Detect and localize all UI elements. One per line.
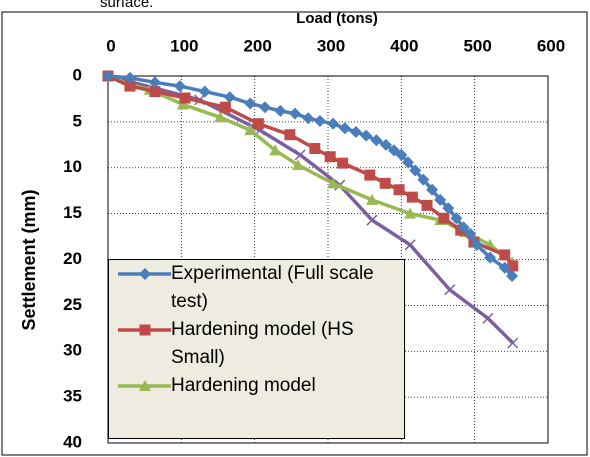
marker <box>506 270 519 283</box>
marker <box>313 114 326 127</box>
marker <box>337 157 349 169</box>
marker <box>244 124 257 136</box>
marker <box>482 312 494 324</box>
marker <box>395 148 408 161</box>
marker <box>244 97 257 110</box>
x-tick-label: 500 <box>463 36 491 55</box>
caption: surface. <box>100 0 153 11</box>
legend-entry: Experimental (Full scale test) <box>109 260 404 316</box>
y-tick-label: 25 <box>63 295 82 314</box>
marker <box>379 138 392 151</box>
x-tick-label: 200 <box>243 36 271 55</box>
marker <box>149 86 161 98</box>
marker <box>289 107 301 120</box>
legend: Experimental (Full scale test) Hardening … <box>108 259 405 439</box>
marker <box>139 324 151 336</box>
marker <box>327 117 340 130</box>
chart-border <box>1 11 588 456</box>
marker <box>366 214 378 226</box>
x-tick-label: 600 <box>537 36 565 55</box>
legend-entry: Hardening model (HS Small) <box>109 316 404 372</box>
marker <box>214 111 227 123</box>
y-tick-label: 20 <box>63 249 82 268</box>
marker <box>364 169 376 181</box>
legend-label: Experimental (Full scale test) <box>171 263 374 312</box>
marker <box>124 80 136 92</box>
marker <box>401 156 414 169</box>
marker <box>438 212 450 224</box>
marker <box>252 118 264 130</box>
marker <box>274 104 287 117</box>
marker <box>324 151 336 163</box>
legend-swatch <box>118 268 171 280</box>
marker <box>404 207 417 219</box>
marker <box>176 98 189 110</box>
marker <box>450 212 463 225</box>
marker <box>434 193 447 206</box>
x-axis-title: Load (tons) <box>296 10 378 27</box>
marker <box>291 158 304 170</box>
legend-label: Hardening model <box>171 375 316 396</box>
marker <box>102 70 114 82</box>
marker <box>198 85 211 98</box>
marker <box>464 227 477 240</box>
marker <box>302 112 315 125</box>
legend-swatch <box>118 380 171 391</box>
marker <box>309 142 321 154</box>
y-tick-label: 40 <box>63 432 82 451</box>
marker <box>338 122 351 135</box>
marker <box>173 80 186 93</box>
marker <box>379 177 391 189</box>
marker <box>327 177 340 189</box>
marker <box>498 261 511 274</box>
marker <box>457 221 470 234</box>
y-tick-label: 15 <box>63 203 82 222</box>
x-tick-label: 0 <box>106 36 115 55</box>
marker <box>124 71 136 84</box>
marker <box>294 149 306 161</box>
marker <box>507 260 519 272</box>
marker <box>223 91 236 104</box>
legend-swatch <box>118 324 171 336</box>
y-tick-label: 30 <box>63 341 82 360</box>
marker <box>219 101 231 113</box>
marker <box>444 284 456 296</box>
marker <box>139 380 151 391</box>
y-axis-title: Settlement (mm) <box>19 189 39 330</box>
marker <box>442 202 455 215</box>
y-tick-label: 5 <box>73 111 82 130</box>
marker <box>370 134 383 147</box>
x-tick-label: 100 <box>170 36 198 55</box>
y-tick-label: 0 <box>73 65 82 84</box>
marker <box>406 191 418 203</box>
marker <box>507 337 519 349</box>
marker <box>421 199 433 211</box>
marker <box>258 101 271 114</box>
marker <box>404 239 416 251</box>
marker <box>409 164 422 177</box>
marker <box>484 251 497 264</box>
marker <box>426 183 439 196</box>
marker <box>417 173 430 186</box>
marker <box>284 129 296 141</box>
legend-label: Hardening model (HS Small) <box>171 319 354 368</box>
marker <box>366 193 378 205</box>
marker <box>393 184 405 196</box>
marker <box>360 129 373 142</box>
series-line <box>107 74 515 345</box>
marker <box>179 92 191 104</box>
y-tick-label: 10 <box>63 157 82 176</box>
marker <box>470 238 483 251</box>
marker <box>499 249 511 261</box>
marker <box>269 144 282 156</box>
marker <box>349 125 362 138</box>
y-tick-label: 35 <box>63 387 82 406</box>
marker <box>139 268 151 280</box>
legend-entry: Hardening model <box>109 372 404 400</box>
x-tick-label: 300 <box>317 36 345 55</box>
x-tick-label: 400 <box>390 36 418 55</box>
marker <box>148 76 161 89</box>
